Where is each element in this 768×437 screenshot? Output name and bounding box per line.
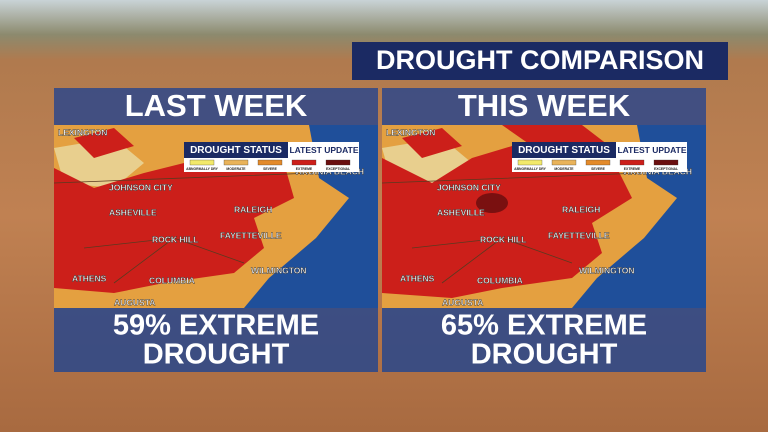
caption-line: 59% EXTREME	[113, 310, 319, 342]
legend-item: SEVERE	[591, 167, 605, 171]
city-label: FAYETTEVILLE	[220, 230, 282, 240]
legend-item: EXCEPTIONAL	[326, 167, 350, 171]
legend-swatch	[223, 159, 249, 166]
city-label: LEXINGTON	[58, 127, 107, 137]
caption-line: 65% EXTREME	[441, 310, 647, 342]
panel-heading: THIS WEEK	[458, 88, 631, 123]
state-lines	[54, 172, 315, 284]
legend-swatch	[291, 159, 317, 166]
legend-update: LATEST UPDATE	[289, 145, 358, 155]
panel-heading-bg	[54, 88, 378, 125]
city-label: WILMINGTON	[579, 265, 635, 275]
caption-bg	[54, 308, 378, 372]
city-label: WILMINGTON	[251, 265, 307, 275]
legend-item: MODERATE	[226, 167, 246, 171]
city-label: ATHENS	[400, 273, 435, 283]
legend-swatch	[189, 159, 215, 166]
legend-item: EXTREME	[624, 167, 641, 171]
legend-swatch	[653, 159, 679, 166]
dry-area	[54, 138, 144, 188]
city-label: ATHENS	[72, 273, 107, 283]
panel: LAST WEEKLEXINGTONROANOKEVIRGINIA BEACHJ…	[54, 88, 378, 372]
legend-swatch	[257, 159, 283, 166]
legend-item: EXTREME	[296, 167, 313, 171]
city-label: FAYETTEVILLE	[548, 230, 610, 240]
legend-item: MODERATE	[554, 167, 574, 171]
city-label: RALEIGH	[562, 204, 600, 214]
state-lines	[382, 172, 643, 284]
legend-swatch	[551, 159, 577, 166]
legend-title-bg	[512, 142, 616, 158]
city-label: ROCK HILL	[152, 234, 198, 244]
legend-update: LATEST UPDATE	[617, 145, 686, 155]
legend-title: DROUGHT STATUS	[190, 145, 282, 156]
legend-item: ABNORMALLY DRY	[514, 167, 546, 171]
legend: DROUGHT STATUS LATEST UPDATE ABNORMALLY DR…	[184, 142, 359, 172]
city-label: JOHNSON CITY	[437, 182, 501, 192]
city-label: COLUMBIA	[149, 275, 195, 285]
panel: THIS WEEKLEXINGTONROANOKEVIRGINIA BEACHJ…	[382, 88, 706, 372]
city-label: LEXINGTON	[386, 127, 435, 137]
title: DROUGHT COMPARISON	[376, 45, 704, 75]
legend-title: DROUGHT STATUS	[518, 145, 610, 156]
legend-swatch	[517, 159, 543, 166]
city-label: ASHEVILLE	[109, 207, 157, 217]
city-label: AUGUSTA	[442, 297, 483, 307]
legend: DROUGHT STATUS LATEST UPDATE ABNORMALLY DR…	[512, 142, 687, 172]
caption-line: DROUGHT	[471, 339, 618, 371]
city-label: ASHEVILLE	[437, 207, 485, 217]
exceptional-area	[476, 193, 508, 213]
legend-item: EXCEPTIONAL	[654, 167, 678, 171]
city-label: ROCK HILL	[480, 234, 526, 244]
legend-swatch	[619, 159, 645, 166]
panel-heading: LAST WEEK	[125, 88, 308, 123]
legend-title-bg	[184, 142, 288, 158]
title-box	[352, 42, 728, 80]
legend-swatch	[585, 159, 611, 166]
legend-item: SEVERE	[263, 167, 277, 171]
legend-swatch	[325, 159, 351, 166]
city-label: RALEIGH	[234, 204, 272, 214]
panel-heading-bg	[382, 88, 706, 125]
city-label: JOHNSON CITY	[109, 182, 173, 192]
caption-line: DROUGHT	[143, 339, 290, 371]
city-label: AUGUSTA	[114, 297, 155, 307]
city-label: COLUMBIA	[477, 275, 523, 285]
legend-item: ABNORMALLY DRY	[186, 167, 218, 171]
caption-bg	[382, 308, 706, 372]
